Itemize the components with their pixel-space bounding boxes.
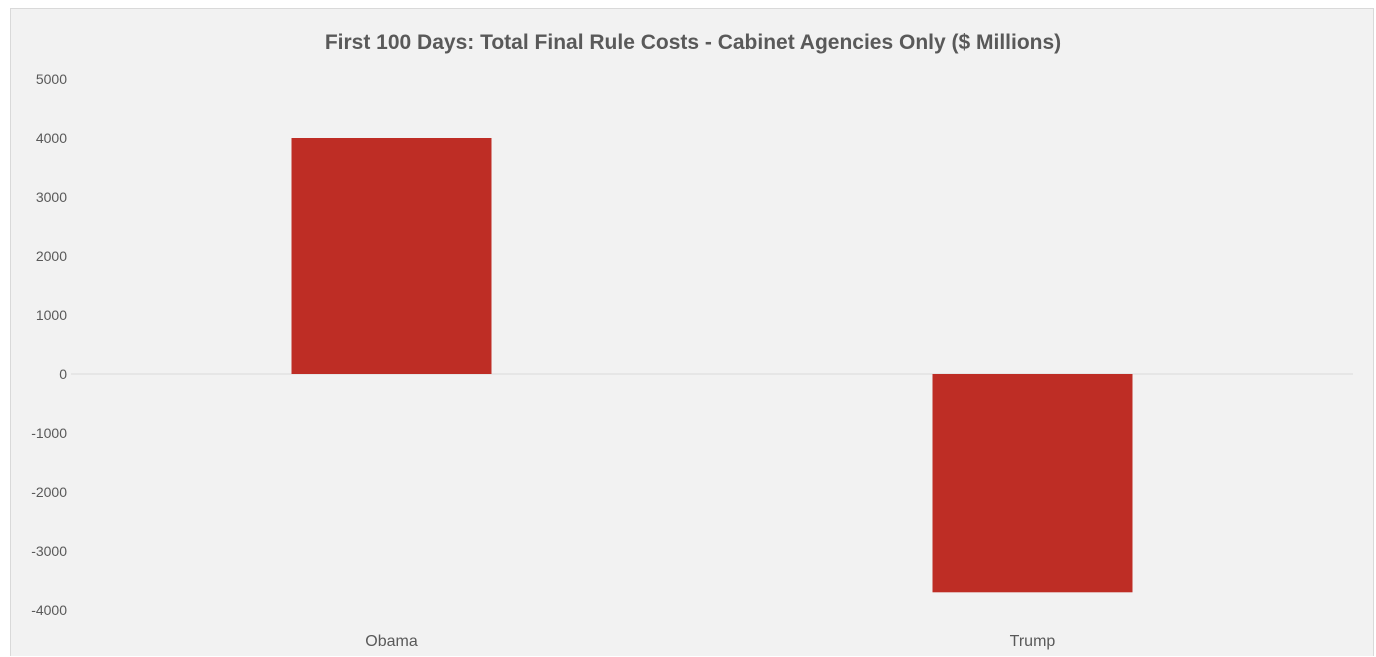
bar-obama [291, 138, 492, 374]
chart-frame: First 100 Days: Total Final Rule Costs -… [10, 8, 1374, 656]
y-tick-label: -3000 [31, 543, 67, 559]
y-axis-ticks: 5000 4000 3000 2000 1000 0 -1000 -2000 -3000 -400… [31, 71, 67, 618]
bar-chart: First 100 Days: Total Final Rule Costs -… [31, 31, 1353, 650]
chart-title: First 100 Days: Total Final Rule Costs -… [325, 31, 1061, 54]
y-tick-label: 1000 [36, 307, 67, 323]
y-tick-label: 5000 [36, 71, 67, 87]
y-tick-label: 2000 [36, 248, 67, 264]
y-tick-label: 3000 [36, 189, 67, 205]
category-label: Obama [365, 633, 418, 650]
y-tick-label: -2000 [31, 484, 67, 500]
category-labels: Obama Trump [365, 633, 1055, 650]
bar-trump [932, 374, 1133, 593]
y-tick-label: -4000 [31, 602, 67, 618]
category-label: Trump [1010, 633, 1056, 650]
y-tick-label: -1000 [31, 425, 67, 441]
y-tick-label: 0 [59, 366, 67, 382]
bars [291, 138, 1133, 593]
y-tick-label: 4000 [36, 130, 67, 146]
